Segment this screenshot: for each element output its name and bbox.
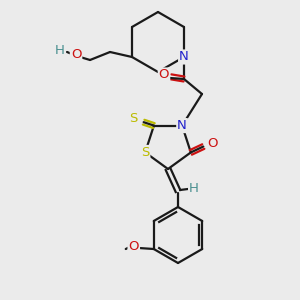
Text: N: N [177,119,187,132]
Text: N: N [179,50,189,64]
Text: O: O [128,239,139,253]
Text: O: O [159,68,169,82]
Text: S: S [141,146,149,159]
Text: O: O [208,137,218,150]
Text: H: H [55,44,65,58]
Text: O: O [71,49,81,62]
Text: H: H [189,182,199,194]
Text: S: S [129,112,137,125]
